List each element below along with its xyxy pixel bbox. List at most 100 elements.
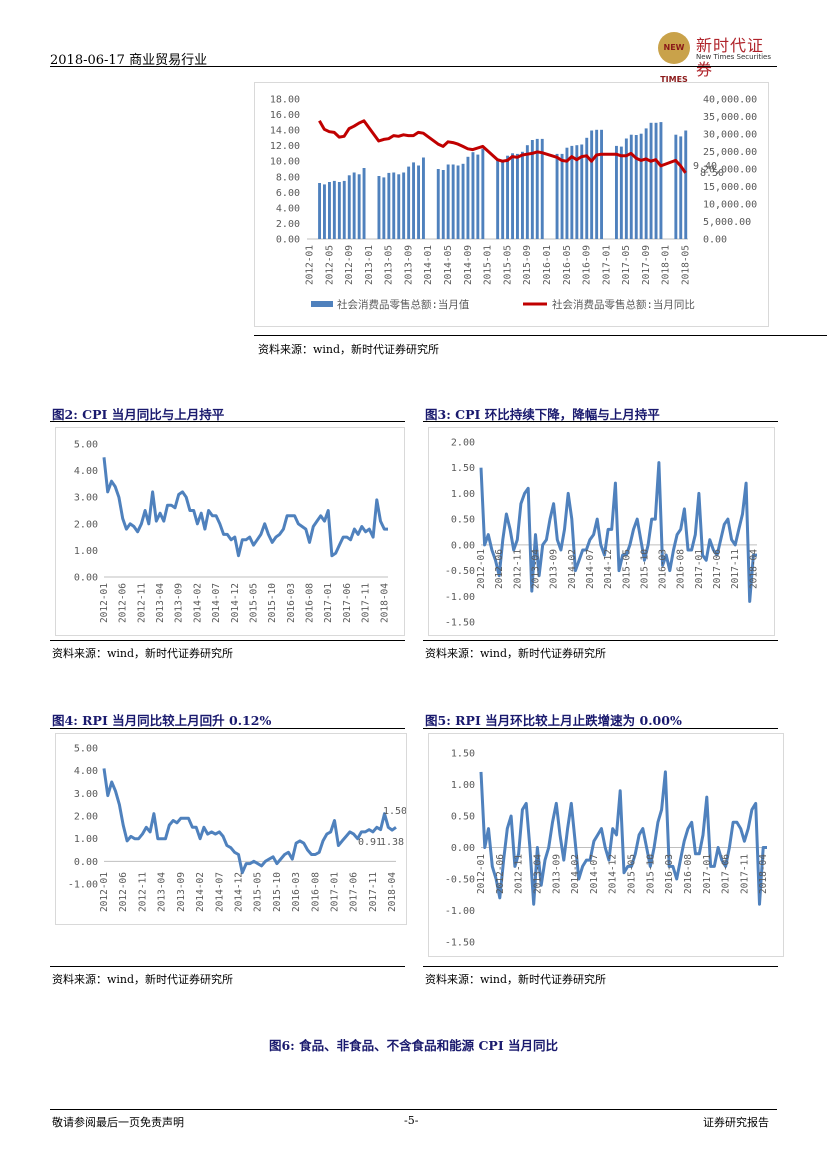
x-tick-label: 2012-11: [514, 854, 525, 894]
x-tick-label: 2017-06: [349, 872, 360, 912]
y-tick-label: -0.50: [445, 566, 475, 577]
fig2-title: 图2: CPI 当月同比与上月持平: [52, 407, 225, 422]
bar: [600, 129, 603, 239]
footer-report-type: 证券研究报告: [703, 1116, 769, 1129]
legend-bar-label: 社会消费品零售总额:当月值: [337, 298, 470, 311]
x-tick-label: 2015-10: [639, 549, 650, 589]
bar: [318, 183, 321, 239]
bar: [481, 148, 485, 239]
x-tick-label: 2017-01: [702, 854, 713, 894]
x-tick-label: 2014-07: [585, 549, 596, 589]
bar: [649, 122, 653, 239]
bar: [496, 160, 500, 240]
bar: [337, 182, 341, 239]
rpi-yoy-chart: 5.00 4.00 3.00 2.00 1.00 0.00 -1.00 2012-01 2012…: [55, 733, 407, 925]
bar: [397, 174, 401, 240]
logo-mark-icon: NEW TIMES: [658, 32, 690, 84]
x-tick-label: 2012-11: [512, 549, 523, 589]
rpi-mom-chart: 1.50 1.00 0.50 0.00 -0.50 -1.00 -1.50 2012-01 20…: [428, 733, 784, 957]
fig4-bottom-rule: [50, 966, 405, 967]
bar: [619, 146, 623, 239]
bar: [456, 165, 460, 239]
bar: [654, 122, 658, 239]
x-tick-label: 2012-06: [494, 549, 505, 589]
y-tick-label: 2.00: [451, 438, 475, 449]
bar: [461, 163, 465, 240]
rpi-yoy-chart-svg: 5.00 4.00 3.00 2.00 1.00 0.00 -1.00 2012-01 2012…: [68, 744, 407, 913]
y-left-tick-label: 0.00: [276, 235, 300, 246]
y-tick-label: 2.00: [74, 519, 98, 530]
fig5-title: 图5: RPI 当月环比较上月止跌增速为 0.00%: [425, 713, 682, 728]
x-tick-label: 2016-08: [683, 854, 694, 894]
x-tick-label: 2018-05: [681, 245, 692, 285]
x-tick-label: 2016-08: [310, 872, 321, 912]
y-right-tick-label: 20,000.00: [703, 165, 757, 176]
bar: [595, 129, 599, 239]
x-tick-label: 2013-09: [551, 854, 562, 894]
bar: [674, 134, 678, 239]
bar: [511, 153, 514, 240]
x-tick-label: 2013-09: [174, 583, 185, 623]
fig3-top-rule: [423, 421, 778, 422]
bar: [347, 175, 351, 239]
x-tick-label: 2014-07: [214, 872, 225, 912]
x-tick-label: 2018-04: [387, 872, 398, 912]
y-tick-label: 5.00: [74, 744, 98, 755]
bar: [392, 172, 396, 239]
x-tick-label: 2015-05: [621, 549, 632, 589]
y-tick-label: -1.00: [445, 592, 475, 603]
x-tick-label: 2014-12: [230, 583, 241, 623]
y-left-tick-label: 4.00: [276, 203, 300, 214]
x-tick-label: 2017-11: [361, 583, 372, 623]
bar: [521, 151, 524, 239]
x-tick-label: 2018-04: [758, 854, 769, 894]
bar: [466, 156, 470, 240]
y-right-tick-label: 5,000.00: [703, 217, 751, 228]
bar: [575, 145, 579, 239]
fig5-source: 资料来源：wind，新时代证券研究所: [425, 973, 607, 986]
bar: [342, 180, 346, 239]
bar: [501, 162, 505, 239]
bar: [615, 145, 618, 239]
x-tick-label: 2012-01: [99, 583, 110, 623]
x-tick-label: 2013-09: [549, 549, 560, 589]
bar: [417, 165, 420, 239]
company-logo: NEW TIMES 新时代证券 New Times Securities: [658, 32, 778, 84]
x-tick-label: 2017-06: [721, 854, 732, 894]
x-tick-label: 2017-05: [621, 245, 632, 285]
x-tick-label: 2016-03: [291, 872, 302, 912]
x-tick-label: 2015-05: [627, 854, 638, 894]
x-tick-label: 2012-11: [136, 583, 147, 623]
y-right-tick-label: 35,000.00: [703, 112, 757, 123]
y-tick-label: -1.00: [68, 880, 98, 891]
fig5-bottom-rule: [423, 966, 778, 967]
x-tick-label: 2017-06: [342, 583, 353, 623]
y-right-tick-label: 10,000.00: [703, 200, 757, 211]
series-line: [102, 768, 397, 875]
bar: [634, 135, 638, 239]
y-right-tick-label: 40,000.00: [703, 95, 757, 106]
logo-en-text: New Times Securities: [696, 53, 771, 61]
fig2-source: 资料来源：wind，新时代证券研究所: [52, 647, 234, 660]
rpi-mom-chart-svg: 1.50 1.00 0.50 0.00 -0.50 -1.00 -1.50 2012-01 20…: [445, 749, 769, 949]
x-tick-label: 2013-04: [532, 854, 543, 894]
x-tick-label: 2014-12: [603, 549, 614, 589]
bar: [436, 169, 440, 239]
bar: [451, 164, 455, 239]
bar: [407, 166, 411, 239]
logo-cn-text: 新时代证券: [696, 36, 765, 79]
footer-rule: [50, 1109, 777, 1110]
x-tick-label: 2012-06: [495, 854, 506, 894]
y-tick-label: 2.00: [74, 812, 98, 823]
y-left-tick-label: 12.00: [270, 141, 300, 152]
bar: [624, 138, 628, 239]
x-tick-label: 2016-08: [305, 583, 316, 623]
annotation-label: 8.50: [700, 168, 724, 179]
x-tick-label: 2017-11: [368, 872, 379, 912]
bar: [362, 168, 366, 239]
x-tick-label: 2012-01: [99, 872, 110, 912]
x-tick-label: 2012-09: [344, 245, 355, 285]
y-tick-label: 0.00: [451, 843, 475, 854]
bar: [441, 170, 445, 239]
retail-chart-svg: 18.00 16.00 14.00 12.00 10.00 8.00 6.00 4.00 2.0…: [270, 95, 757, 312]
